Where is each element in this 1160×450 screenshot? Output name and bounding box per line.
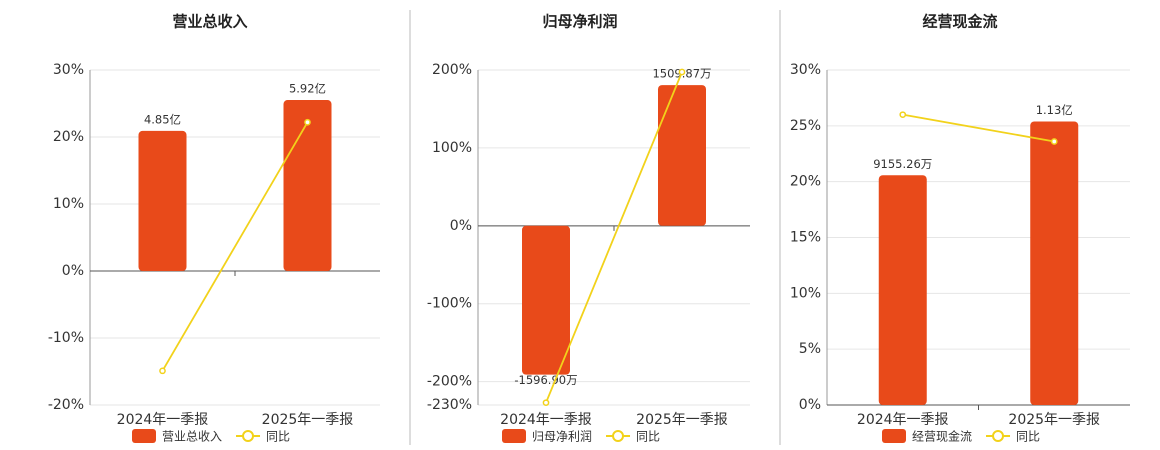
y-tick-label: 10% <box>790 285 821 301</box>
y-tick-label: 0% <box>62 263 84 279</box>
line <box>902 113 1055 143</box>
legend-label: 同比 <box>1016 430 1040 444</box>
legend-swatch <box>882 429 906 443</box>
y-tick-label: -20% <box>48 397 84 413</box>
line <box>545 71 683 404</box>
x-tick-label: 2024年一季报 <box>857 412 949 428</box>
value-label: -1596.90万 <box>514 373 577 387</box>
y-tick-label: -100% <box>427 296 472 312</box>
y-tick-label: 20% <box>53 129 84 145</box>
bar <box>522 225 570 375</box>
y-tick-label: 100% <box>432 140 472 156</box>
bar <box>658 85 706 226</box>
legend-label: 经营现金流 <box>912 429 972 444</box>
legend-label: 同比 <box>266 430 290 444</box>
y-tick-label: -230% <box>427 397 472 413</box>
line-point <box>899 111 907 119</box>
legend-label: 营业总收入 <box>162 430 222 444</box>
y-tick-label: 30% <box>790 62 821 78</box>
line-point <box>542 399 550 407</box>
y-tick-label: 15% <box>790 230 821 246</box>
line-point <box>1050 138 1058 145</box>
x-tick-label: 2024年一季报 <box>117 412 209 428</box>
x-tick-label: 2025年一季报 <box>1008 412 1100 428</box>
legend-swatch <box>132 429 156 443</box>
line <box>161 121 309 372</box>
y-tick-label: 0% <box>799 397 821 413</box>
value-label: 4.85亿 <box>144 112 181 126</box>
y-tick-label: 0% <box>450 218 472 234</box>
bar <box>1030 121 1079 405</box>
y-tick-label: -10% <box>48 330 84 346</box>
line-point <box>304 118 311 126</box>
y-tick-label: 10% <box>53 196 84 212</box>
y-tick-label: 5% <box>799 341 821 357</box>
legend-swatch <box>502 429 526 443</box>
x-tick-label: 2024年一季报 <box>500 412 592 428</box>
value-label: 1.13亿 <box>1036 103 1073 117</box>
line-point <box>678 68 686 76</box>
line-point <box>159 367 166 375</box>
y-tick-label: 20% <box>790 174 821 190</box>
y-tick-label: 200% <box>432 62 472 78</box>
bar <box>283 100 332 271</box>
y-tick-label: -200% <box>427 374 472 390</box>
legend-swatch <box>992 430 1005 442</box>
legend-swatch <box>242 430 255 442</box>
y-tick-label: 30% <box>53 62 84 78</box>
bar <box>878 175 927 405</box>
chart-title: 经营现金流 <box>922 13 997 31</box>
legend-swatch <box>612 430 625 442</box>
y-tick-label: 25% <box>790 118 821 134</box>
legend-label: 同比 <box>636 430 660 444</box>
x-tick-label: 2025年一季报 <box>262 412 354 428</box>
chart-title: 营业总收入 <box>172 13 247 31</box>
x-tick-label: 2025年一季报 <box>636 412 728 428</box>
value-label: 9155.26万 <box>873 157 932 171</box>
bar <box>138 130 187 271</box>
chart-title: 归母净利润 <box>542 13 617 31</box>
value-label: 5.92亿 <box>289 82 326 96</box>
legend-label: 归母净利润 <box>532 430 592 444</box>
